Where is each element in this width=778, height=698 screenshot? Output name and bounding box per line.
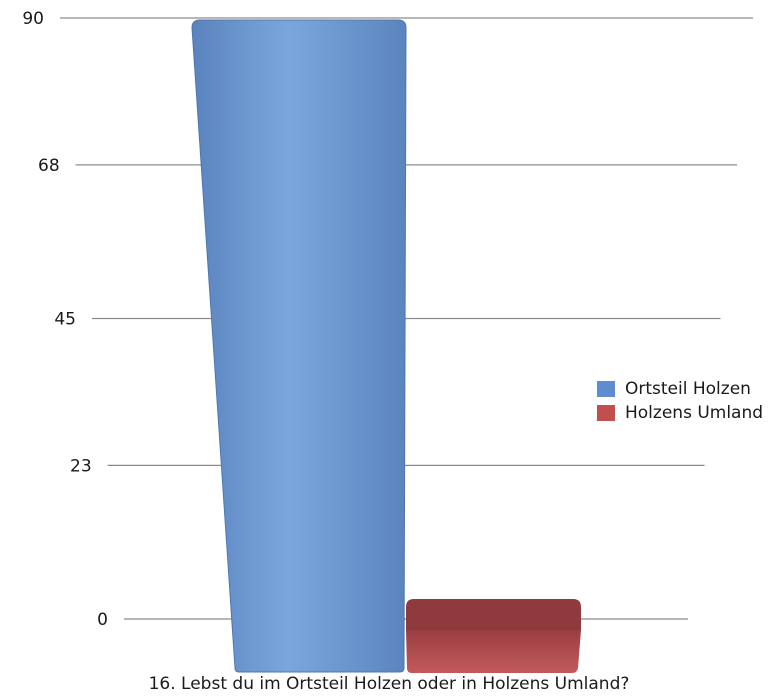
y-tick-label: 68 [38,156,60,176]
y-tick-label: 23 [70,456,92,476]
legend-swatch-blue [597,381,615,397]
legend-label: Holzens Umland [625,403,764,423]
x-axis-label: 16. Lebst du im Ortsteil Holzen oder in … [148,674,630,694]
bar-holzens-umland-top [406,598,581,630]
legend-label: Ortsteil Holzen [625,379,751,399]
legend-item-holzens-umland: Holzens Umland [597,401,763,425]
bar-holzens-umland [406,630,581,673]
legend-item-ortsteil-holzen: Ortsteil Holzen [597,377,763,401]
y-tick-labels: 0 23 45 68 90 [22,9,108,630]
legend: Ortsteil Holzen Holzens Umland [597,377,763,425]
y-tick-label: 0 [97,610,108,630]
bars [191,19,581,673]
y-tick-label: 90 [22,9,44,29]
legend-swatch-red [597,405,615,421]
gridlines [60,17,753,620]
bar-ortsteil-holzen [191,19,407,673]
y-tick-label: 45 [54,310,76,330]
